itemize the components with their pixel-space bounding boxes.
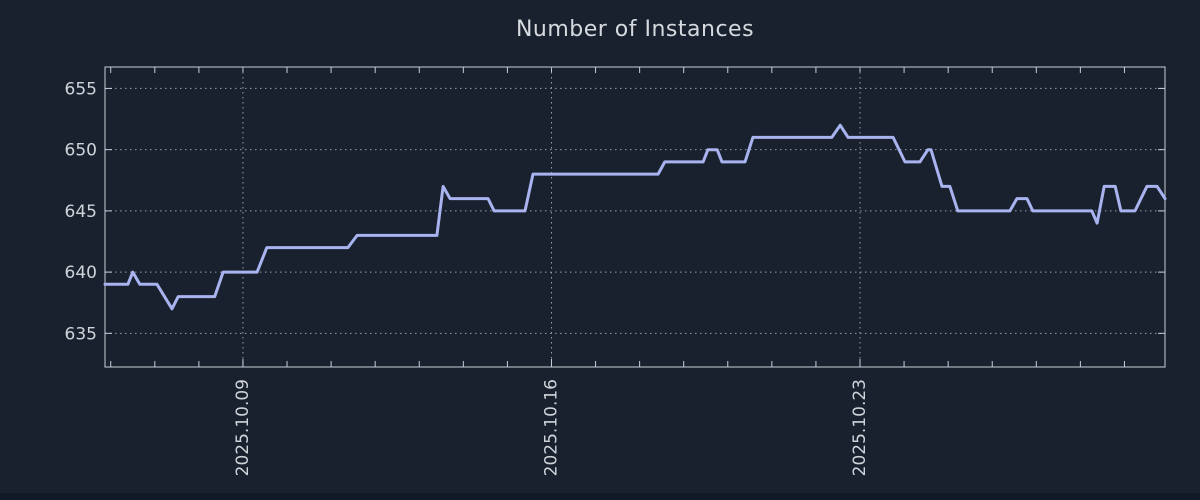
data-line: [103, 123, 1167, 311]
y-tick-label: 645: [65, 202, 97, 222]
x-tick-label: 2025.10.09: [233, 379, 253, 476]
x-tick-label: 2025.10.23: [850, 379, 870, 476]
y-tick-label: 635: [65, 324, 97, 344]
bottom-strip: [0, 493, 1200, 500]
x-tick-label: 2025.10.16: [541, 379, 561, 476]
chart-title: Number of Instances: [515, 17, 755, 42]
y-tick-label: 650: [65, 141, 97, 161]
plot-frame: [104, 66, 1166, 368]
y-tick-label: 640: [65, 263, 97, 283]
y-tick-label: 655: [65, 79, 97, 99]
